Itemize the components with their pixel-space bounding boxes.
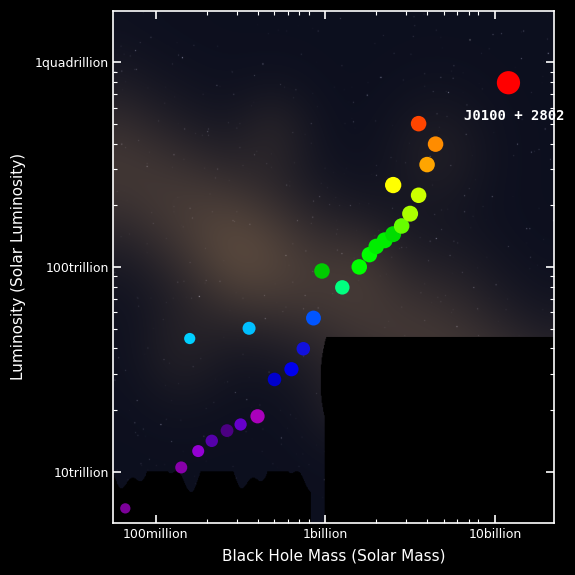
Point xyxy=(365,250,374,259)
Point xyxy=(414,191,423,200)
Point xyxy=(405,209,415,218)
Point xyxy=(121,504,130,513)
Point xyxy=(223,426,232,435)
Point xyxy=(380,236,389,245)
X-axis label: Black Hole Mass (Solar Mass): Black Hole Mass (Solar Mass) xyxy=(222,549,446,564)
Point xyxy=(194,446,203,455)
Point xyxy=(389,181,398,190)
Point xyxy=(423,160,432,169)
Point xyxy=(270,375,279,384)
Point xyxy=(371,242,381,251)
Point xyxy=(287,365,296,374)
Point xyxy=(236,420,245,429)
Point xyxy=(207,436,216,446)
Point xyxy=(355,262,364,271)
Y-axis label: Luminosity (Solar Luminosity): Luminosity (Solar Luminosity) xyxy=(11,154,26,381)
Point xyxy=(338,283,347,292)
Point xyxy=(309,313,318,323)
Point xyxy=(397,221,407,231)
Point xyxy=(298,344,308,354)
Point xyxy=(504,78,513,87)
Point xyxy=(244,324,254,333)
Point xyxy=(253,412,262,421)
Point xyxy=(317,266,327,275)
Point xyxy=(431,140,440,149)
Point xyxy=(389,229,398,239)
Point xyxy=(414,119,423,128)
Text: J0100 + 2802: J0100 + 2802 xyxy=(465,109,565,122)
Point xyxy=(185,334,194,343)
Point xyxy=(177,463,186,472)
